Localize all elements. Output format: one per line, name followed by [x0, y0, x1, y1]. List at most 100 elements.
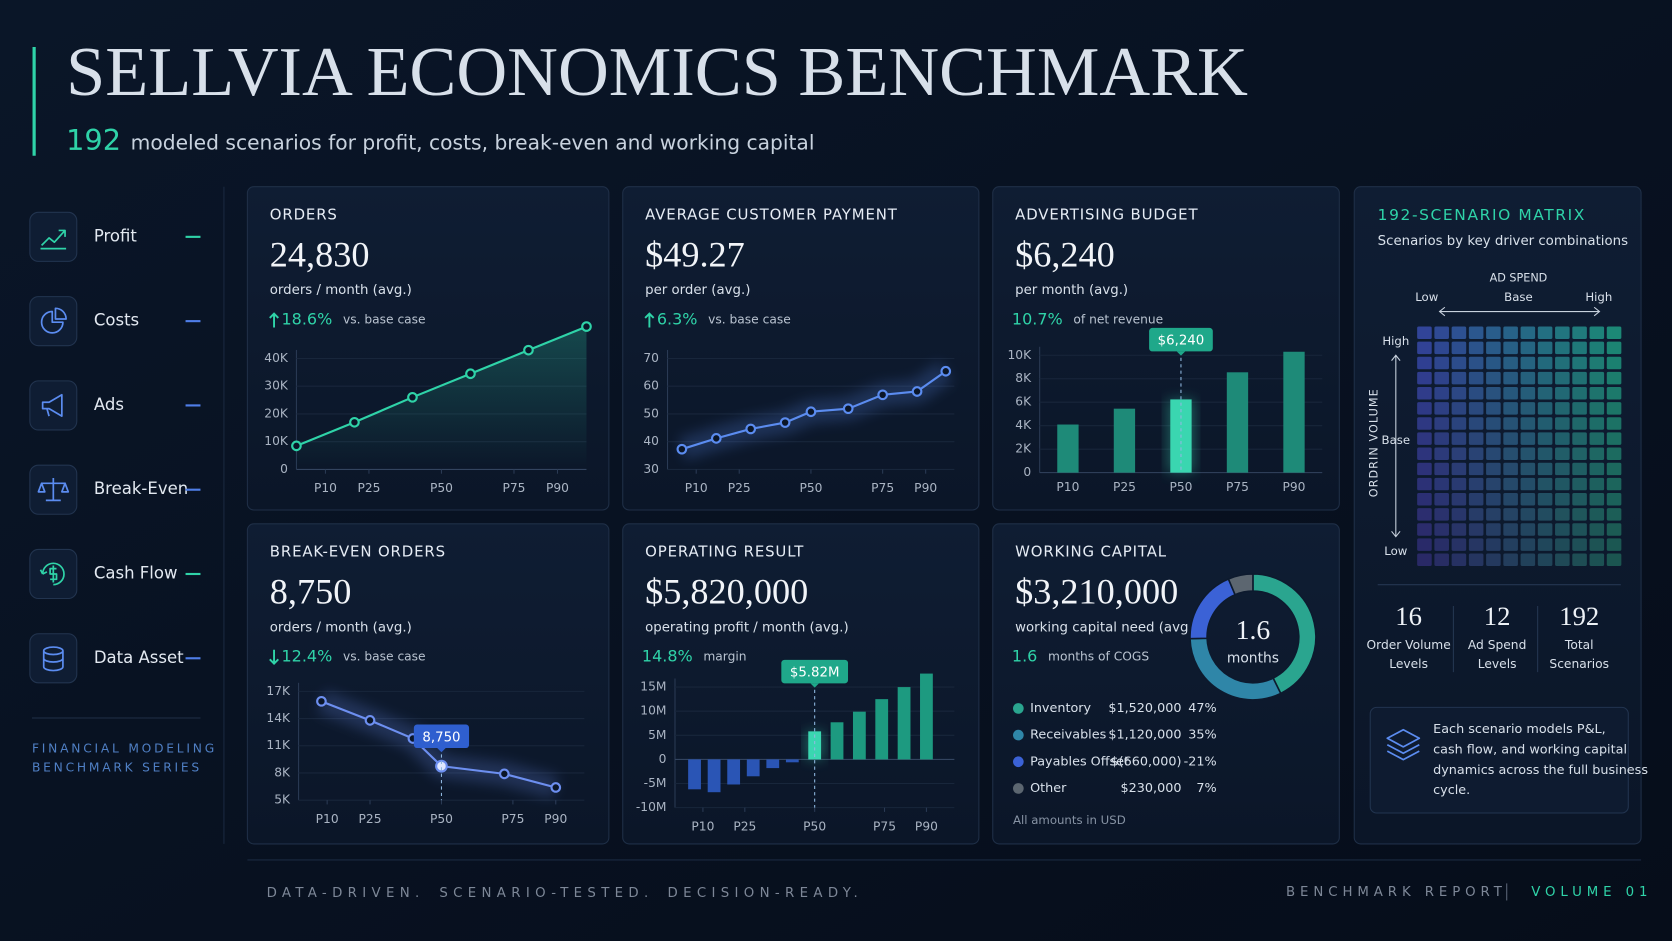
bar	[1226, 372, 1249, 473]
nav-icon-box[interactable]	[29, 633, 78, 684]
matrix-cell	[1503, 553, 1518, 566]
matrix-cell	[1537, 538, 1553, 551]
matrix-cell	[1606, 523, 1622, 536]
highlight-label: $5.82M	[790, 666, 840, 681]
change-arrow	[269, 649, 279, 665]
legend-percent: 7%	[1196, 781, 1216, 796]
matrix-cell	[1417, 477, 1432, 491]
line-point	[550, 782, 562, 793]
card-kpi: $49.27	[645, 235, 745, 275]
x-tick-label: P25	[1113, 480, 1136, 494]
y-tick-label: 2K	[1015, 442, 1032, 456]
x-tick-label: P10	[691, 819, 714, 833]
matrix-cell	[1468, 432, 1484, 445]
nav-icon[interactable]	[39, 562, 65, 586]
matrix-cell	[1434, 508, 1449, 521]
card-title: OPERATING RESULT	[645, 543, 804, 561]
card	[992, 523, 1340, 845]
y-tick-label: 30	[643, 462, 659, 476]
nav-icon[interactable]	[40, 229, 67, 250]
legend-percent: 35%	[1188, 728, 1216, 743]
card-kpi-label: per order (avg.)	[645, 283, 750, 298]
y-tick-label: 0	[659, 752, 667, 766]
matrix-cell	[1434, 477, 1449, 491]
nav-icon[interactable]	[40, 307, 67, 334]
matrix-cell	[1503, 447, 1518, 461]
legend-label: Payables Offset	[1030, 754, 1129, 769]
matrix-note-text: Each scenario models P&L,	[1433, 722, 1606, 737]
card-change: 6.3%	[657, 310, 698, 329]
x-tick-label: P10	[1056, 480, 1079, 494]
nav-icon[interactable]	[41, 393, 63, 417]
line-point	[710, 433, 722, 444]
donut-center-value: 1.6	[1236, 614, 1271, 645]
matrix-cell	[1417, 553, 1432, 566]
footer-tagline: SCENARIO-TESTED.	[439, 886, 653, 901]
y-tick-label: 6K	[1015, 395, 1032, 409]
matrix-x-level: Base	[1504, 290, 1533, 304]
matrix-cell	[1520, 523, 1536, 536]
matrix-cell	[1537, 523, 1553, 536]
matrix-cell	[1417, 356, 1432, 370]
line-point	[364, 715, 376, 726]
matrix-cell	[1451, 523, 1467, 536]
bar	[1113, 408, 1136, 473]
nav-icon-box[interactable]	[29, 380, 78, 431]
bar	[727, 759, 741, 785]
matrix-cell	[1417, 371, 1432, 385]
matrix-cell	[1606, 477, 1622, 491]
matrix-cell	[1417, 432, 1432, 445]
legend-amount: $1,520,000	[1108, 701, 1181, 716]
matrix-cell	[1589, 462, 1605, 476]
nav-icon-box[interactable]	[29, 296, 78, 347]
bar	[707, 759, 721, 793]
y-tick-label: 8K	[1015, 371, 1032, 385]
matrix-cell	[1572, 356, 1587, 370]
card-kpi-label: orders / month (avg.)	[270, 620, 412, 635]
matrix-cell	[1537, 402, 1553, 415]
matrix-cell	[1537, 553, 1553, 566]
matrix-cell	[1451, 508, 1467, 521]
card-kpi-label: per month (avg.)	[1015, 283, 1128, 298]
matrix-cell	[1572, 326, 1587, 339]
matrix-cell	[1417, 492, 1432, 506]
x-tick-label: P90	[546, 481, 569, 495]
matrix-cell	[1451, 432, 1467, 445]
matrix-cell	[1434, 432, 1449, 445]
line-point	[498, 768, 510, 780]
matrix-note-text: dynamics across the full business	[1433, 763, 1648, 778]
matrix-cell	[1417, 387, 1432, 400]
matrix-cell	[1434, 356, 1449, 370]
card-note: All amounts in USD	[1013, 813, 1126, 827]
matrix-cell	[1434, 417, 1449, 430]
matrix-cell	[1520, 538, 1536, 551]
matrix-cell	[1555, 538, 1570, 551]
matrix-cell	[1572, 447, 1587, 461]
nav-icon[interactable]	[42, 646, 64, 672]
matrix-cell	[1589, 387, 1605, 400]
matrix-cell	[1555, 447, 1570, 461]
series-label: FINANCIAL MODELING	[32, 741, 217, 755]
y-tick-label: 5M	[648, 728, 666, 742]
nav-icon[interactable]	[37, 477, 70, 502]
matrix-cell	[1555, 523, 1570, 536]
matrix-cell	[1606, 508, 1622, 521]
matrix-cell	[1606, 326, 1622, 339]
matrix-cell	[1503, 417, 1518, 430]
matrix-cell	[1503, 432, 1518, 445]
card-title: WORKING CAPITAL	[1015, 543, 1167, 561]
x-tick-label: P90	[1282, 480, 1305, 494]
card-change: 14.8%	[642, 647, 693, 666]
matrix-cell	[1503, 477, 1518, 491]
x-tick-label: P75	[871, 481, 894, 495]
matrix-cell	[1520, 326, 1536, 339]
y-tick-label: 50	[643, 406, 659, 420]
matrix-cell	[1503, 538, 1518, 551]
nav-icon-box[interactable]	[29, 211, 78, 262]
y-tick-label: 30K	[264, 379, 289, 393]
matrix-cell	[1520, 387, 1536, 400]
matrix-cell	[1486, 356, 1501, 370]
matrix-cell	[1520, 447, 1536, 461]
matrix-cell	[1520, 402, 1536, 415]
matrix-cell	[1537, 477, 1553, 491]
